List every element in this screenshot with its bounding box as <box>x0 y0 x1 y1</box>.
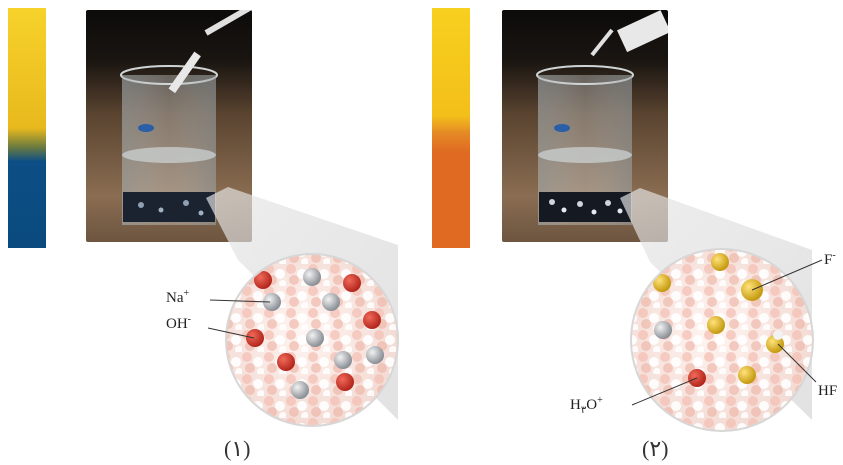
oh-ion-label: OH- <box>166 314 192 332</box>
beaker-photo-2 <box>502 10 668 242</box>
f-ion-label: F- <box>824 250 836 268</box>
indicator-strip-2 <box>432 8 470 248</box>
hydronium-ion-label: H۳O+ <box>570 395 603 416</box>
na-ion-label: Na+ <box>166 288 190 306</box>
caption-panel-2: (۲) <box>642 436 669 461</box>
caption-panel-1: (۱) <box>224 436 251 461</box>
hf-molecule-label: HF <box>818 383 838 399</box>
indicator-strip-1 <box>8 8 46 248</box>
beaker-photo-1 <box>86 10 252 242</box>
